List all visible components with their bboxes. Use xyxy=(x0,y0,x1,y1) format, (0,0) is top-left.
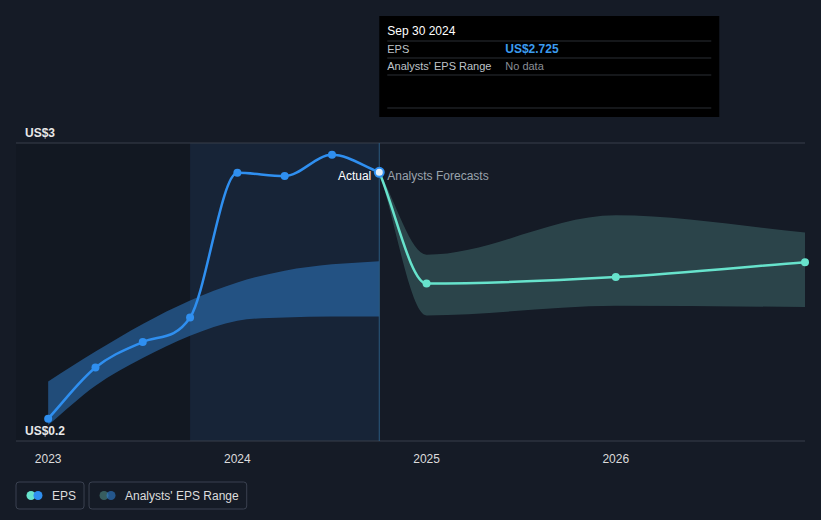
x-tick-label: 2023 xyxy=(35,452,62,466)
legend-box xyxy=(16,482,84,509)
data-point xyxy=(139,338,147,346)
current-date-line xyxy=(379,143,380,441)
data-point xyxy=(44,415,52,423)
series-line xyxy=(48,155,379,419)
x-tick-label: 2025 xyxy=(413,452,440,466)
data-point xyxy=(423,279,431,287)
tooltip-value: US$2.725 xyxy=(505,42,559,56)
legend: EPS Analysts' EPS Range xyxy=(16,482,247,509)
x-tick-label: 2024 xyxy=(224,452,251,466)
data-point xyxy=(281,172,289,180)
data-point xyxy=(233,169,241,177)
forecast-label: Analysts Forecasts xyxy=(387,169,488,183)
y-tick-label: US$0.2 xyxy=(25,424,65,438)
y-tick-label: US$3 xyxy=(25,126,55,140)
legend-entry: EPS xyxy=(16,482,84,509)
tooltip-separator xyxy=(387,58,711,59)
legend-label: Analysts' EPS Range xyxy=(125,489,239,503)
chart: US$0.2 US$3 2023 2024 2025 2026 Actual Analysts… xyxy=(0,0,821,520)
tooltip-separator xyxy=(387,108,711,109)
data-point xyxy=(612,273,620,281)
series-line xyxy=(379,172,805,283)
actual-label: Actual xyxy=(338,169,371,183)
legend-icon xyxy=(34,491,43,500)
markers xyxy=(44,151,809,423)
legend-icon xyxy=(107,491,116,500)
data-point xyxy=(375,168,384,177)
tooltip-separator xyxy=(387,75,711,76)
tooltip-label: Analysts' EPS Range xyxy=(387,60,491,72)
tooltip xyxy=(379,16,719,117)
legend-box xyxy=(89,482,247,509)
tooltip-value: No data xyxy=(505,60,544,72)
range-band xyxy=(379,172,805,315)
legend-entry: Analysts' EPS Range xyxy=(89,482,247,509)
past-region xyxy=(16,143,190,441)
range-band xyxy=(48,261,379,425)
plot-area xyxy=(48,155,805,425)
data-point xyxy=(801,258,809,266)
data-point xyxy=(91,364,99,372)
legend-label: EPS xyxy=(52,489,76,503)
grid-line xyxy=(16,441,805,442)
tooltip-label: EPS xyxy=(387,43,409,55)
background xyxy=(0,0,821,520)
data-point xyxy=(328,151,336,159)
data-point xyxy=(186,314,194,322)
grid-line xyxy=(16,143,805,144)
x-tick-label: 2026 xyxy=(602,452,629,466)
tooltip-date: Sep 30 2024 xyxy=(387,24,455,38)
tooltip-box xyxy=(379,16,719,117)
data-point xyxy=(375,168,383,176)
